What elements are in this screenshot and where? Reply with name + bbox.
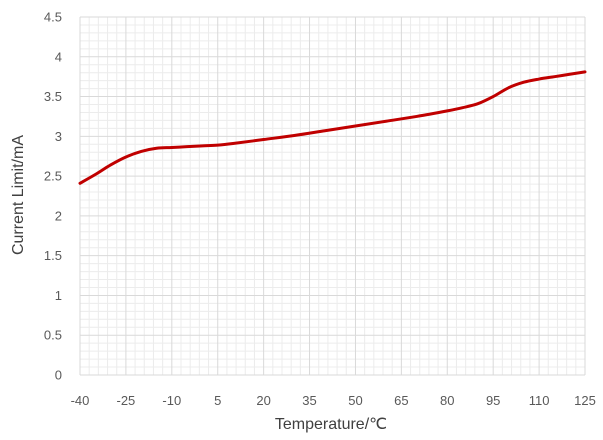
y-tick-label: 3 [55,129,62,144]
x-tick-label: -40 [71,393,90,408]
y-tick-label: 2 [55,208,62,223]
y-axis-tick-labels: 0 0.5 1 1.5 2 2.5 3 3.5 4 4.5 [44,10,62,383]
series-layer [78,70,587,185]
y-tick-label: 0.5 [44,328,62,343]
x-tick-label: 125 [574,393,596,408]
y-tick-label: 2.5 [44,169,62,184]
y-tick-label: 4.5 [44,10,62,25]
x-tick-label: 110 [529,393,550,408]
x-tick-label: -10 [162,393,181,408]
y-tick-label: 1.5 [44,248,62,263]
x-tick-label: 65 [394,393,408,408]
major-gridlines [79,16,586,376]
x-tick-label: 5 [214,393,221,408]
x-axis-title: Temperature/℃ [275,416,387,433]
y-tick-label: 3.5 [44,89,62,104]
x-axis-tick-labels: -40 -25 -10 5 20 35 50 65 80 95 110 125 [71,393,596,408]
x-tick-label: 80 [440,393,454,408]
x-tick-label: 35 [302,393,316,408]
y-axis-title: Current Limit/mA [10,135,27,255]
y-tick-label: 4 [55,49,62,64]
y-tick-label: 0 [55,368,62,383]
x-tick-label: -25 [117,393,136,408]
y-tick-label: 1 [55,288,62,303]
x-tick-label: 50 [348,393,362,408]
minor-gridlines [80,17,585,375]
x-tick-label: 95 [486,393,500,408]
x-tick-label: 20 [256,393,270,408]
series-line [78,70,587,185]
